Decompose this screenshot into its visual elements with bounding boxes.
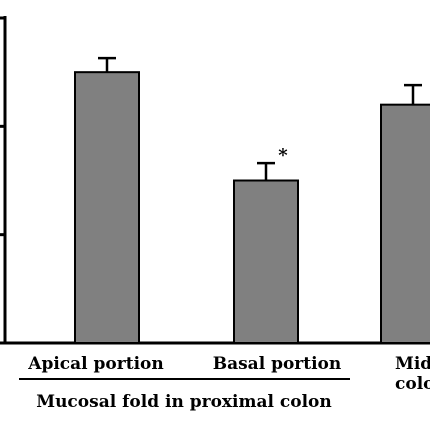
bar bbox=[74, 71, 140, 345]
x-tick-label: Apical portion bbox=[27, 354, 163, 374]
significance-marker: * bbox=[278, 145, 288, 166]
group-label: Mucosal fold in proximal colon bbox=[36, 392, 331, 412]
labels: * Apical portion Basal portion Mid colo Mucos… bbox=[27, 145, 430, 412]
x-tick-label: Basal portion bbox=[213, 354, 342, 374]
axes bbox=[0, 16, 430, 380]
error-bars bbox=[98, 56, 422, 181]
bar bbox=[380, 103, 430, 344]
x-tick-label: Mid colo bbox=[395, 354, 430, 394]
bar bbox=[233, 179, 299, 344]
bars bbox=[74, 71, 430, 345]
